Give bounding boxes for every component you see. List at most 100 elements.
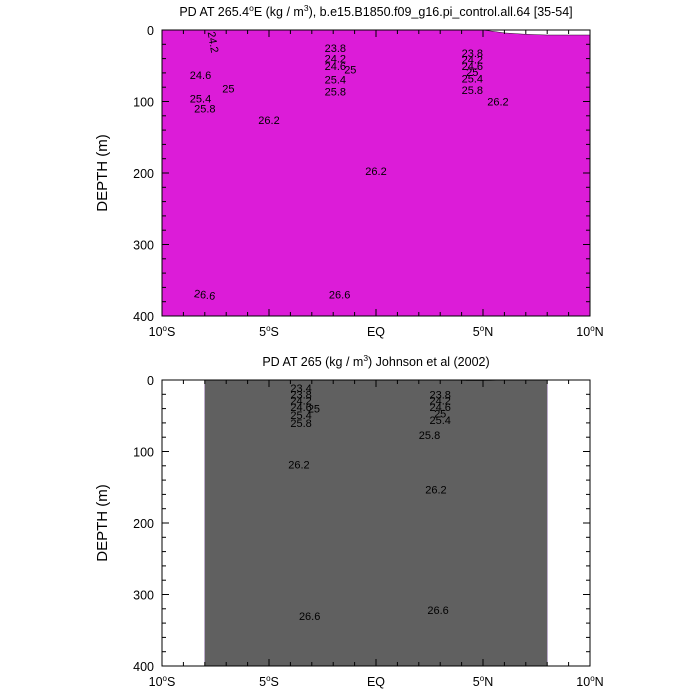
x-tick-label: 5oN [473,324,493,339]
contour-label: 25.4 [325,74,346,86]
y-tick-label: 200 [133,167,154,181]
contour-label: 25.4 [190,94,211,106]
x-tick-number: EQ [367,675,385,689]
x-tick-number: 5 [259,325,266,339]
contour-label: 24.2 [429,396,450,408]
contour-label: 26.2 [365,166,386,178]
chart-title: PD AT 265.4oE (kg / m3), b.e15.B1850.f09… [179,3,572,19]
x-tick-degree: o [480,324,485,333]
x-tick-hemisphere: N [595,675,604,689]
contour-label: 24.6 [290,402,311,414]
contour-label: 24.6 [325,61,346,73]
contour-label: 26.6 [427,605,448,617]
contour-label: 24.2 [325,54,346,66]
x-tick-hemisphere: S [271,325,279,339]
title-text: E (kg / m [254,5,304,19]
x-tick-number: 10 [149,325,163,339]
x-tick-degree: o [163,324,168,333]
chart-title: PD AT 265 (kg / m3) Johnson et al (2002) [262,353,489,369]
title-superscript: o [249,3,254,13]
contour-label: 24.2 [205,31,221,54]
contour-label: 23.8 [429,389,450,401]
x-tick-degree: o [480,674,485,683]
contour-label: 26.6 [299,611,320,623]
x-tick-label: 10oN [576,324,603,339]
contour-label: 24.6 [462,61,483,73]
contour-label: 25 [344,64,356,76]
contour-label: 26.2 [487,97,508,109]
contour-label: 24.6 [429,402,450,414]
title-superscript: 3 [304,3,309,13]
x-tick-label: 5oS [259,324,279,339]
y-tick-label: 300 [133,589,154,603]
x-tick-hemisphere: S [167,675,175,689]
contour-label: 26.6 [329,290,350,302]
x-tick-label: 5oN [473,674,493,689]
x-tick-number: 10 [576,675,590,689]
contour-label: 25.4 [429,415,450,427]
x-tick-label: 10oS [149,674,176,689]
contour-label: 26.2 [258,115,279,127]
y-axis-label: DEPTH (m) [94,484,111,562]
title-text: PD AT 265 (kg / m [262,355,363,369]
title-text: ), b.e15.B1850.f09_g16.pi_control.all.64… [309,5,573,19]
y-tick-label: 0 [147,374,154,388]
x-tick-number: EQ [367,325,385,339]
contour-label: 25.8 [290,418,311,430]
x-tick-label: 10oN [576,674,603,689]
y-tick-label: 100 [133,96,154,110]
x-tick-hemisphere: N [484,675,493,689]
x-tick-degree: o [266,324,271,333]
contour-label: 24.2 [290,396,311,408]
x-tick-label: 5oS [259,674,279,689]
y-tick-label: 100 [133,446,154,460]
x-tick-number: 10 [149,675,163,689]
contour-label: 25.8 [194,104,215,116]
x-tick-degree: o [163,674,168,683]
contour-label: 25.4 [462,74,483,86]
contour-label: 23.8 [462,48,483,60]
y-axis-label: DEPTH (m) [94,134,111,212]
contour-label: 25.8 [462,85,483,97]
contour-label: 25.4 [290,410,311,422]
filled-contours [204,380,548,666]
contour-label: 23.8 [325,43,346,55]
contour-label: 23.4 [290,383,311,395]
y-tick-label: 300 [133,239,154,253]
contour-labels: 24.224.62525.425.826.223.824.224.62525.4… [190,31,509,303]
contour-band-17 [162,30,590,316]
contour-label: 23.8 [290,389,311,401]
x-tick-label: EQ [367,675,385,689]
contour-band-20 [204,380,548,666]
x-tick-number: 5 [259,675,266,689]
x-tick-hemisphere: N [595,325,604,339]
contour-label: 25 [466,67,478,79]
contour-line-17 [162,30,590,36]
x-tick-label: EQ [367,325,385,339]
model-density-panel: 24.224.62525.425.826.223.824.224.62525.4… [94,3,604,339]
x-tick-label: 10oS [149,324,176,339]
title-text: ) Johnson et al (2002) [368,355,490,369]
contour-label: 25 [434,409,446,421]
x-tick-degree: o [590,674,595,683]
title-superscript: 3 [363,353,368,363]
contour-label: 25 [222,84,234,96]
x-tick-degree: o [590,324,595,333]
tick-marks [161,379,591,667]
contour-label: 25.8 [419,430,440,442]
x-tick-degree: o [266,674,271,683]
x-tick-number: 10 [576,325,590,339]
contour-line-20 [204,380,548,381]
x-tick-hemisphere: N [484,325,493,339]
title-text: PD AT 265.4 [179,5,249,19]
contour-label: 25.8 [325,86,346,98]
contour-label: 25 [308,404,320,416]
contour-label: 26.2 [425,484,446,496]
y-tick-label: 200 [133,517,154,531]
contour-label: 24.6 [190,70,211,82]
contour-label: 26.6 [193,288,216,303]
tick-marks [161,29,591,317]
